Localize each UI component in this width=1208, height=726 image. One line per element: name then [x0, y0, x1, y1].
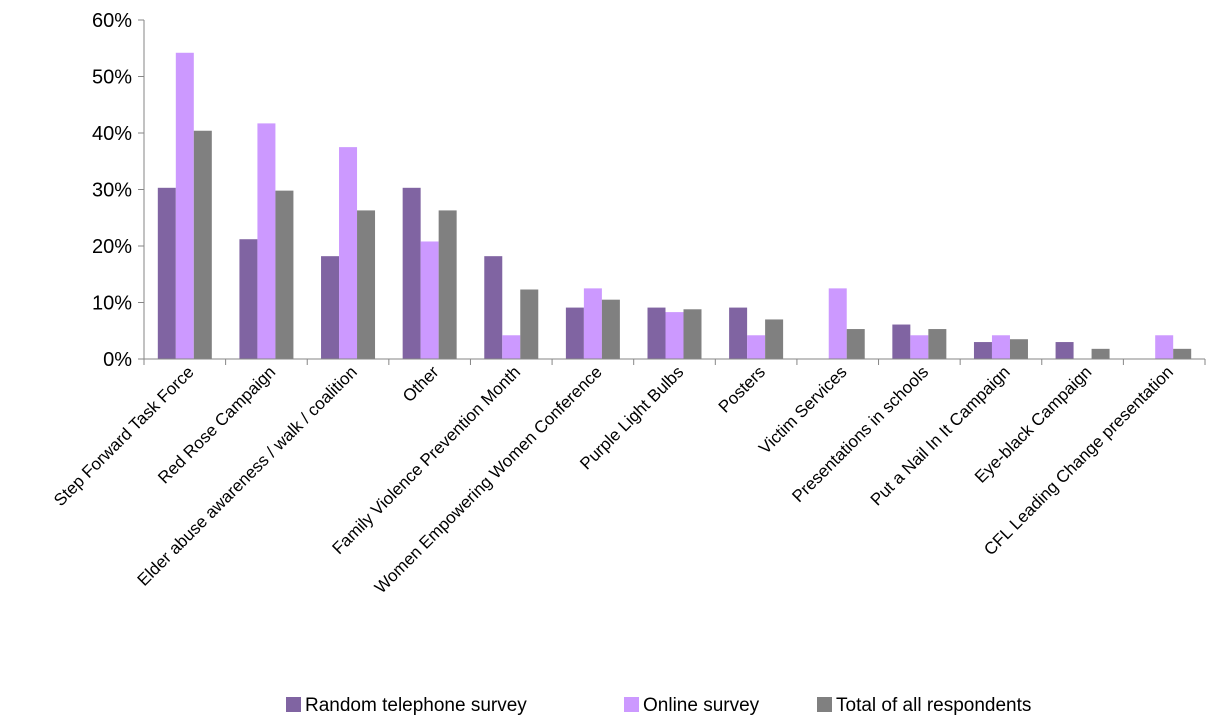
bar	[565, 307, 584, 359]
bar	[1055, 342, 1074, 359]
bar	[257, 123, 276, 360]
bar	[683, 309, 702, 359]
bar	[991, 335, 1010, 359]
bar	[747, 335, 766, 359]
x-tick-label: Victim Services	[755, 362, 850, 457]
bar	[1009, 339, 1028, 359]
x-tick-label: Posters	[715, 362, 769, 416]
legend-label: Online survey	[643, 695, 760, 716]
legend: Random telephone survey Online survey Tota…	[286, 695, 1031, 716]
y-tick-label: 0%	[103, 349, 132, 371]
y-tick-label: 10%	[92, 293, 132, 315]
bar	[175, 52, 194, 360]
bar	[193, 130, 212, 359]
y-axis-ticks: 0% 10% 20% 30% 40% 50% 60%	[92, 10, 144, 371]
x-axis-ticks	[143, 359, 1206, 365]
bar	[157, 187, 176, 359]
x-tick-label: Step Forward Task Force	[50, 362, 197, 509]
bar	[339, 147, 358, 359]
y-tick-label: 50%	[92, 67, 132, 89]
bar	[1155, 335, 1174, 359]
y-tick-label: 30%	[92, 180, 132, 202]
bar	[402, 187, 421, 359]
bar	[1091, 348, 1110, 359]
legend-swatch	[286, 697, 301, 712]
bar	[729, 307, 748, 359]
bar	[601, 299, 620, 359]
bar	[647, 307, 666, 359]
x-tick-label: Other	[399, 362, 443, 406]
bar	[502, 335, 521, 359]
bar	[928, 329, 947, 359]
bar	[1173, 348, 1192, 359]
legend-label: Total of all respondents	[836, 695, 1031, 716]
bar	[321, 256, 340, 359]
bar	[520, 289, 539, 359]
legend-swatch	[624, 697, 639, 712]
bar	[665, 312, 684, 359]
bar	[275, 190, 294, 359]
y-tick-label: 20%	[92, 236, 132, 258]
y-tick-label: 60%	[92, 10, 132, 32]
bar	[357, 210, 376, 359]
bar	[846, 329, 865, 359]
legend-swatch	[817, 697, 832, 712]
bar	[438, 210, 457, 359]
x-tick-label: Put a Nail In It Campaign	[867, 362, 1014, 509]
bar	[420, 241, 439, 359]
bar	[973, 342, 992, 359]
bars	[157, 52, 1192, 360]
y-tick-label: 40%	[92, 123, 132, 145]
bar	[583, 288, 602, 359]
bar	[484, 256, 503, 359]
bar	[828, 288, 847, 359]
bar	[239, 239, 258, 359]
bar	[892, 324, 911, 359]
legend-label: Random telephone survey	[305, 695, 527, 716]
bar	[765, 319, 784, 359]
x-tick-label: Presentations in schools	[788, 362, 932, 506]
bar	[910, 335, 929, 359]
